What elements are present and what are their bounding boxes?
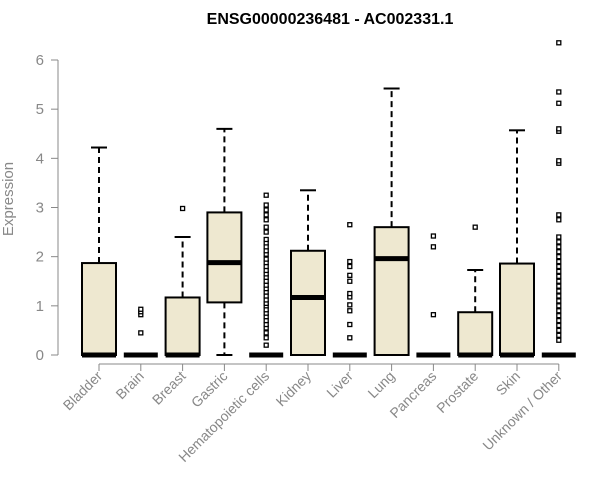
box-hematopoietic-cells — [249, 192, 284, 358]
outlier-point — [263, 236, 269, 243]
box-iqr — [290, 249, 326, 356]
outlier-point — [556, 317, 562, 324]
outlier-point — [430, 312, 437, 318]
box-bladder — [81, 146, 117, 358]
box-skin — [499, 129, 535, 358]
outlier-point — [556, 337, 562, 343]
outlier-point — [556, 249, 562, 255]
outlier-point — [263, 229, 269, 235]
y-tick-label: 1 — [36, 298, 44, 315]
box-breast — [164, 205, 201, 358]
box-brain — [123, 306, 158, 358]
box-iqr — [164, 296, 201, 357]
x-tick-label: Prostate — [433, 368, 481, 416]
y-tick-label: 5 — [36, 101, 44, 118]
box-kidney — [290, 189, 326, 356]
y-tick-label: 4 — [36, 150, 44, 167]
outlier-point — [556, 126, 562, 132]
outlier-point — [347, 302, 353, 308]
outlier-point — [556, 239, 562, 245]
outlier-point — [556, 298, 562, 304]
outlier-point — [263, 330, 269, 336]
outlier-point — [347, 290, 353, 297]
outlier-point — [430, 244, 437, 250]
outlier-point — [347, 278, 353, 284]
axes-group: 0 1 2 3 4 5 6 — [36, 52, 560, 371]
outlier-point — [556, 283, 562, 289]
x-tick-label: Brain — [112, 368, 146, 402]
outlier-point — [347, 308, 353, 314]
outlier-point — [556, 332, 562, 338]
outlier-point — [347, 263, 353, 270]
outlier-point — [430, 233, 437, 239]
boxes-group — [81, 40, 576, 358]
outlier-point — [263, 256, 269, 262]
outlier-point — [556, 313, 562, 319]
outlier-point — [556, 288, 562, 294]
outlier-point — [556, 293, 562, 299]
outlier-point — [263, 202, 269, 208]
y-tick-label: 2 — [36, 249, 44, 266]
outlier-point — [263, 335, 269, 341]
x-tick-label: Kidney — [273, 368, 315, 410]
box-iqr — [81, 262, 117, 356]
y-tick-label: 6 — [36, 52, 44, 69]
outlier-point — [556, 244, 562, 250]
x-tick-label: Liver — [323, 368, 356, 401]
outlier-point — [263, 212, 269, 218]
outlier-point — [179, 205, 186, 212]
outlier-point — [556, 217, 562, 223]
outlier-point — [556, 327, 562, 334]
outlier-point — [556, 263, 562, 270]
outlier-point — [263, 342, 269, 348]
outlier-point — [138, 306, 144, 312]
outlier-point — [556, 308, 562, 314]
x-tick-label: Lung — [364, 368, 397, 401]
x-tick-label: Skin — [493, 368, 524, 399]
y-tick-label: 0 — [36, 347, 44, 364]
outlier-point — [347, 335, 353, 341]
outlier-point — [556, 212, 562, 218]
outlier-point — [556, 268, 562, 275]
outlier-point — [138, 330, 144, 336]
outlier-point — [263, 224, 269, 230]
x-tick-label: Bladder — [60, 368, 106, 414]
box-iqr — [373, 226, 410, 357]
box-prostate — [457, 224, 494, 358]
outlier-point — [556, 100, 562, 106]
outlier-point — [556, 158, 562, 164]
outlier-point — [347, 321, 353, 328]
box-unknown-other — [541, 40, 576, 358]
box-iqr — [206, 211, 243, 304]
outlier-point — [556, 40, 562, 46]
chart-title: ENSG00000236481 - AC002331.1 — [207, 11, 454, 28]
outlier-point — [556, 234, 562, 240]
outlier-point — [556, 258, 562, 265]
outlier-point — [347, 258, 353, 265]
outlier-point — [556, 273, 562, 279]
outlier-point — [556, 322, 562, 329]
outlier-point — [556, 303, 562, 309]
outlier-point — [347, 272, 353, 279]
box-liver — [332, 222, 367, 358]
box-iqr — [499, 262, 535, 356]
x-tick-label: Unknown / Other — [479, 368, 565, 454]
outlier-point — [263, 207, 269, 213]
x-tick-label: Breast — [149, 368, 189, 408]
box-pancreas — [416, 233, 451, 358]
outlier-point — [263, 192, 269, 198]
outlier-point — [556, 278, 562, 284]
outlier-point — [347, 222, 353, 228]
box-lung — [373, 87, 410, 357]
outlier-point — [556, 89, 562, 95]
box-iqr — [457, 311, 494, 357]
box-gastric — [206, 127, 243, 356]
outlier-point — [556, 254, 562, 260]
y-axis-label: Expression — [0, 162, 17, 236]
outlier-point — [263, 217, 269, 223]
outlier-point — [472, 224, 478, 230]
y-tick-label: 3 — [36, 200, 44, 217]
